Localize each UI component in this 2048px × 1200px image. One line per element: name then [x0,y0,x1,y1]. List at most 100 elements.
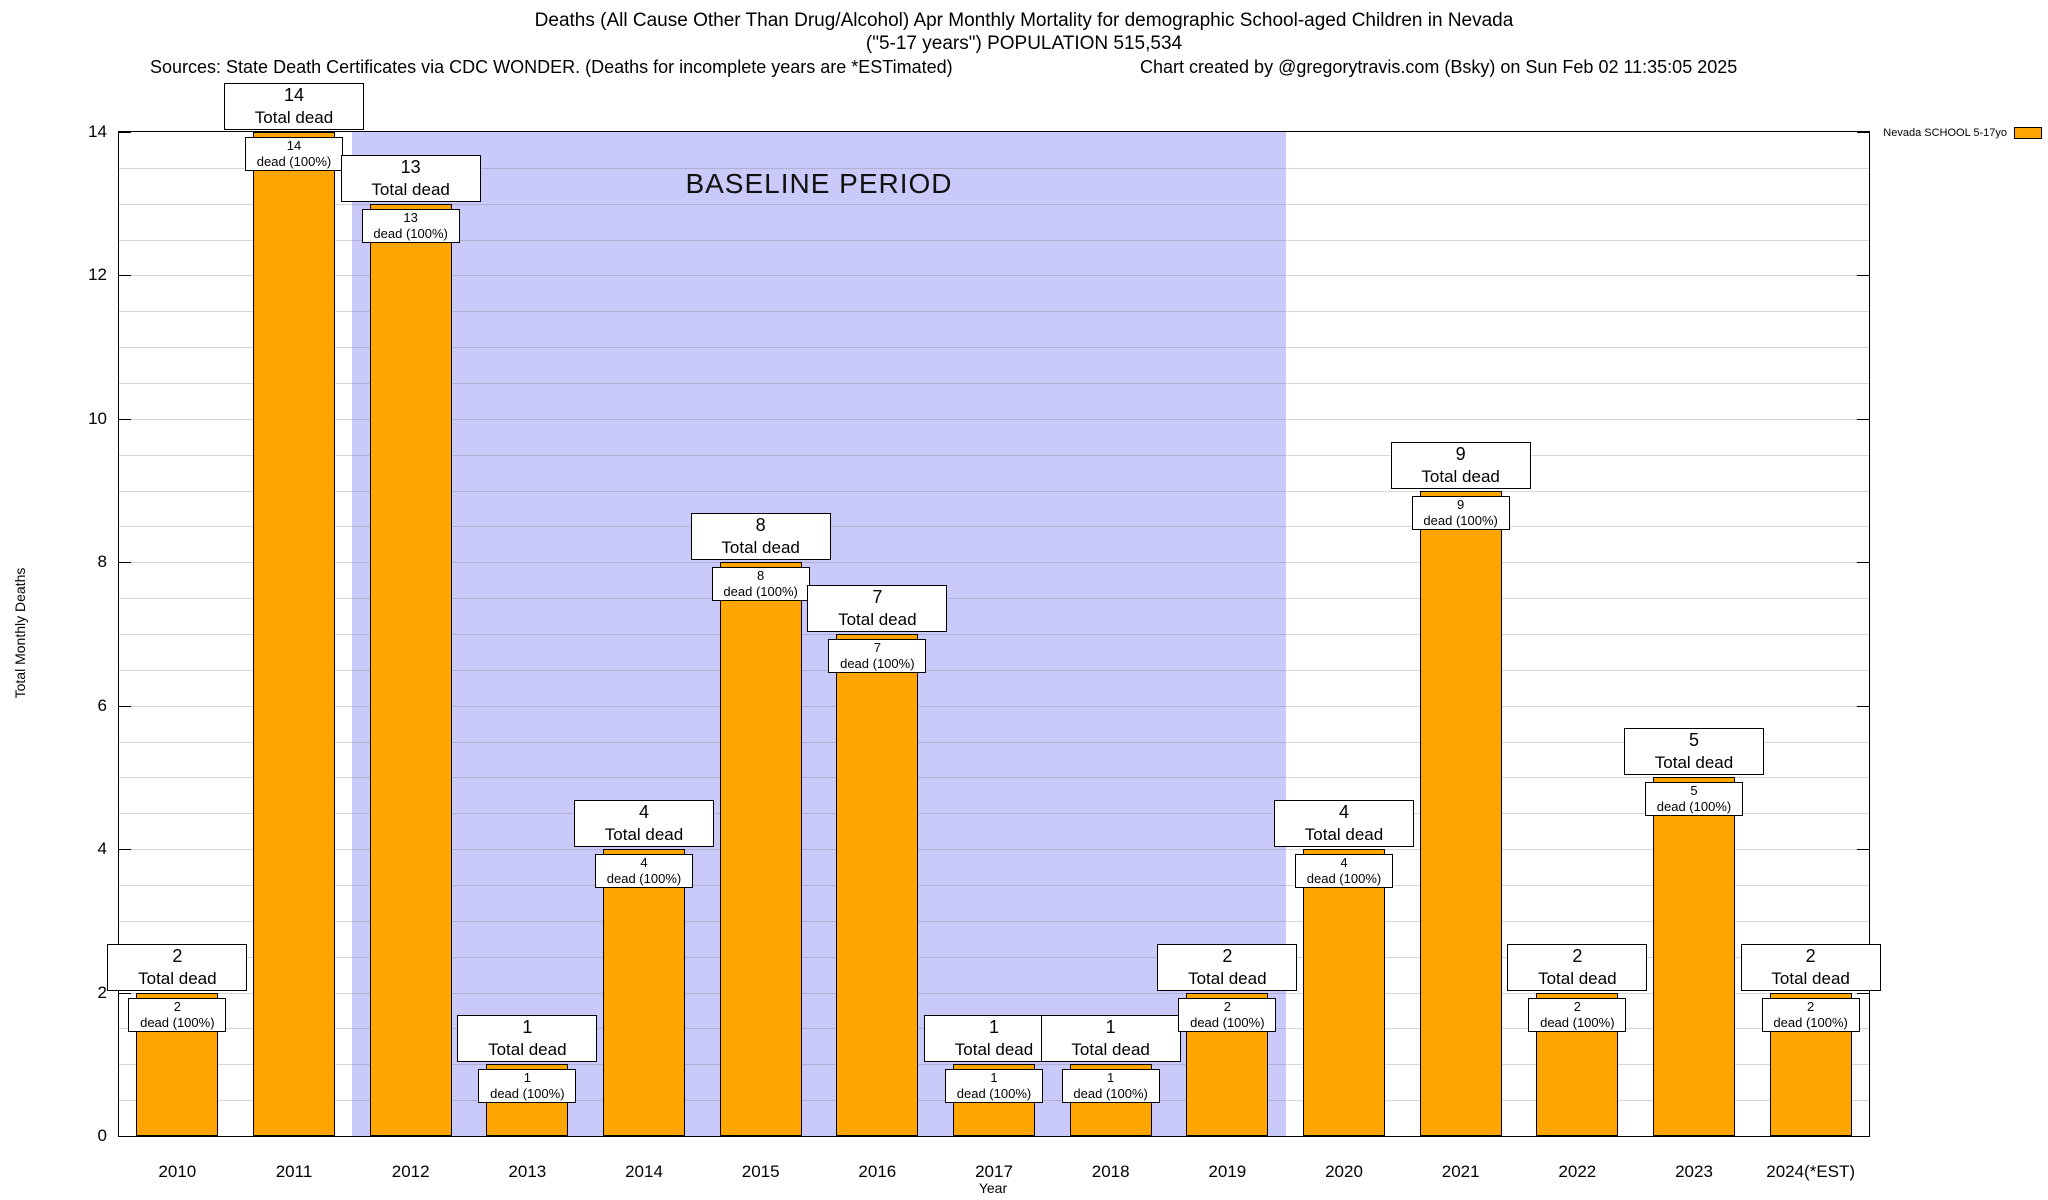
bar-total-text: Total dead [138,968,217,988]
gridline [119,777,1869,779]
bar-inner-value: 1 [1107,1070,1115,1086]
bar-total-text: Total dead [604,825,684,845]
bar-inner-label: 4 dead (100%) [595,854,693,889]
bar [603,849,685,1136]
gridline [119,885,1869,886]
gridline [119,311,1869,313]
x-tick-label: 2011 [275,1162,313,1181]
x-tick-label: 2010 [158,1162,197,1181]
bar-inner-value: 8 [757,568,765,584]
gridline [119,347,1869,349]
bar-total-value: 2 [1572,945,1583,966]
y-tick-label: 14 [88,122,107,141]
x-tick-label: 2021 [1441,1162,1480,1181]
y-axis-title: Total Monthly Deaths [12,567,28,699]
bar-inner-label: 1 dead (100%) [1061,1069,1160,1104]
bar-total-label: 5 Total dead [1624,728,1764,776]
bar-total-text: Total dead [371,179,450,199]
bar-inner-text: dead (100%) [1773,1014,1848,1030]
bar-inner-text: dead (100%) [1073,1086,1148,1102]
plot-area: BASELINE PERIOD 0 2 4 6 8 10 12 14 2 Total dead 2 de… [88,83,1881,1181]
bar [1419,490,1502,1136]
gridline [119,418,1869,420]
gridline [119,634,1869,635]
bar-total-value: 2 [1222,945,1233,966]
bar-total-value: 4 [1338,802,1349,823]
bar [369,203,452,1136]
y-tick-mark [119,705,131,707]
bar-inner-value: 2 [1223,998,1231,1014]
gridline [119,598,1869,600]
bar-total-text: Total dead [1188,968,1267,988]
y-tick-label: 0 [97,1126,107,1145]
bar-total-value: 2 [1805,945,1816,966]
gridline [119,741,1869,743]
bar [1303,849,1385,1136]
bar-total-label: 2 Total dead [1507,943,1648,991]
bar-inner-value: 14 [286,138,302,153]
bar-inner-label: 2 dead (100%) [1761,997,1860,1032]
bar-total-text: Total dead [838,610,917,629]
bar-total-text: Total dead [1771,968,1850,988]
bar-inner-value: 2 [1573,998,1581,1014]
bar-inner-value: 13 [403,209,418,225]
y-tick-label: 6 [97,695,107,715]
baseline-label: BASELINE PERIOD [685,168,953,199]
bar-inner-value: 4 [640,855,648,871]
y-tick-mark [119,132,131,133]
bar-total-value: 2 [172,945,183,966]
y-tick-mark [1857,132,1869,133]
bar [836,634,919,1136]
bar-total-value: 14 [283,85,305,105]
y-tick-mark [119,992,131,994]
bar [1653,777,1735,1136]
gridline [119,813,1869,815]
bar-total-label: 2 Total dead [1157,943,1298,991]
y-tick-mark [119,1136,131,1137]
bar-inner-label: 2 dead (100%) [128,997,227,1032]
x-tick-label: 2014 [625,1162,663,1181]
x-tick-label: 2020 [1325,1162,1363,1181]
baseline-region [352,132,1286,1136]
bar-inner-value: 5 [1690,783,1698,799]
bar-inner-label: 2 dead (100%) [1178,997,1277,1032]
gridline [119,490,1869,492]
bar-total-label: 2 Total dead [1740,943,1881,991]
gridline [119,920,1869,922]
bar-total-label: 2 Total dead [107,943,248,991]
gridline [119,275,1869,277]
bar-inner-value: 1 [523,1070,531,1086]
gridline [119,705,1869,707]
y-tick-label: 12 [88,265,107,285]
legend-label: Nevada SCHOOL 5-17yo [1883,127,2007,139]
bar-total-value: 7 [872,587,883,607]
bar-total-label: 14 Total dead [224,83,364,130]
bar-inner-text: dead (100%) [1423,512,1498,528]
bar-total-value: 1 [988,1017,999,1038]
x-tick-label: 2022 [1558,1162,1597,1181]
y-tick-mark [119,418,131,420]
x-axis-title: Year [978,1180,1008,1196]
bar-total-value: 9 [1455,443,1466,464]
bar-total-label: 9 Total dead [1390,441,1531,489]
bar-inner-text: dead (100%) [373,225,448,241]
bar-inner-label: 8 dead (100%) [711,567,810,602]
x-tick-label: 2016 [858,1162,897,1181]
y-tick-label: 8 [97,552,107,572]
bar-total-value: 1 [1105,1017,1116,1038]
bar-inner-text: dead (100%) [1540,1014,1615,1030]
bar [719,562,802,1136]
gridline [119,167,1869,169]
bar-inner-label: 14 dead (100%) [245,137,343,171]
y-tick-mark [1857,849,1869,851]
bar-total-value: 1 [522,1017,533,1038]
bar-inner-value: 7 [873,640,881,655]
bar-total-value: 5 [1688,730,1699,751]
y-tick-mark [1857,705,1869,707]
bar-total-label: 1 Total dead [457,1015,598,1063]
gridline [119,849,1869,851]
bar-inner-text: dead (100%) [723,584,798,600]
y-tick-label: 2 [97,982,107,1002]
legend-swatch [2014,127,2042,139]
